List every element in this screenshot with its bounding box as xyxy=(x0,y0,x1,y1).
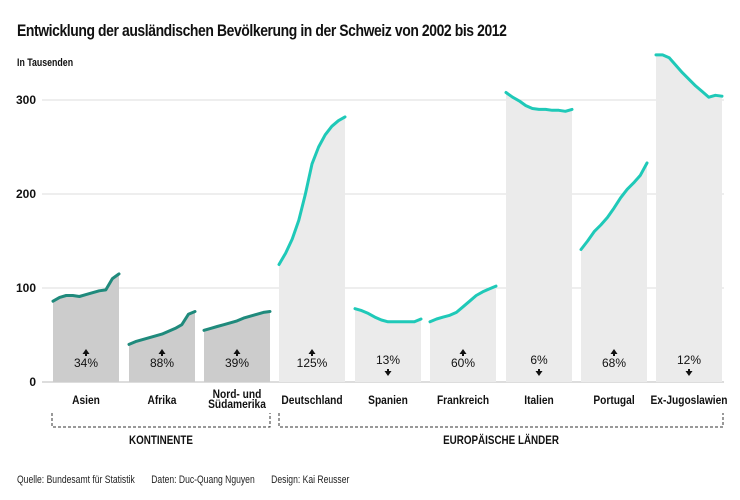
y-tick-label: 300 xyxy=(16,93,36,107)
data-credit: Daten: Duc-Quang Nguyen xyxy=(151,474,255,486)
arrow-up-icon xyxy=(158,349,166,356)
group-label: EUROPÄISCHE LÄNDER xyxy=(443,433,559,447)
category-label: Asien xyxy=(72,394,100,407)
category-label: Südamerika xyxy=(208,398,267,411)
panel-ex-jugoslawien: 12% Ex-Jugoslawien xyxy=(650,53,728,407)
arrow-up-icon xyxy=(459,349,467,356)
design-credit: Design: Kai Reusser xyxy=(271,474,350,486)
group-bracket-kontinente: KONTINENTE xyxy=(51,413,271,447)
change-label: 68% xyxy=(602,356,626,370)
category-label: Spanien xyxy=(368,394,408,407)
category-label: Afrika xyxy=(148,394,178,407)
y-tick-label: 0 xyxy=(29,375,36,389)
category-label: Nord- und xyxy=(213,388,262,401)
panel-spanien: 13% Spanien xyxy=(353,307,423,407)
bracket-line xyxy=(278,413,724,428)
source-credit: Quelle: Bundesamt für Statistik xyxy=(17,474,135,486)
bracket-line xyxy=(51,413,271,428)
y-tick-label: 200 xyxy=(16,187,36,201)
change-label: 34% xyxy=(74,356,98,370)
category-label: Frankreich xyxy=(437,394,489,407)
arrow-up-icon xyxy=(233,349,241,356)
change-label: 13% xyxy=(376,353,400,367)
arrow-up-icon xyxy=(610,349,618,356)
category-label: Italien xyxy=(524,394,554,407)
panel-deutschland: 125% Deutschland xyxy=(277,115,347,407)
panel-frankreich: 60% Frankreich xyxy=(428,284,498,407)
category-label: Ex-Jugoslawien xyxy=(650,394,727,407)
change-label: 12% xyxy=(677,353,701,367)
category-label: Deutschland xyxy=(281,394,342,407)
change-label: 6% xyxy=(530,353,548,367)
y-tick-label: 100 xyxy=(16,281,36,295)
arrow-up-icon xyxy=(82,349,90,356)
change-label: 60% xyxy=(451,356,475,370)
group-brackets: KONTINENTE EUROPÄISCHE LÄNDER xyxy=(51,413,724,447)
group-label: KONTINENTE xyxy=(129,434,193,447)
area-fill xyxy=(430,286,496,382)
panel-portugal: 68% Portugal xyxy=(579,161,649,407)
change-label: 125% xyxy=(297,356,328,370)
change-label: 88% xyxy=(150,356,174,370)
area-fill xyxy=(279,116,345,383)
area-fill xyxy=(129,311,195,382)
change-label: 39% xyxy=(225,356,249,370)
arrow-down-icon xyxy=(685,369,693,376)
area-fill xyxy=(204,311,270,382)
panel-italien: 6% Italien xyxy=(504,91,574,407)
y-axis-ticks: 0 100 200 300 xyxy=(16,93,36,389)
group-bracket-europaeische-laender: EUROPÄISCHE LÄNDER xyxy=(278,413,724,447)
arrow-up-icon xyxy=(308,349,316,356)
panel-afrika: 88% Afrika xyxy=(127,310,197,407)
area-fill xyxy=(656,54,722,383)
arrow-down-icon xyxy=(384,369,392,376)
category-label: Portugal xyxy=(593,394,634,407)
panel-asien: 34% Asien xyxy=(51,272,121,407)
area-fill xyxy=(355,308,421,382)
footer-credits: Quelle: Bundesamt für Statistik Daten: D… xyxy=(17,474,363,486)
chart-title: Entwicklung der ausländischen Bevölkerun… xyxy=(17,21,507,40)
arrow-down-icon xyxy=(535,369,543,376)
area-fill xyxy=(581,163,647,382)
y-axis-unit-label: In Tausenden xyxy=(17,57,74,69)
area-fill xyxy=(506,92,572,382)
area-fill xyxy=(53,273,119,382)
